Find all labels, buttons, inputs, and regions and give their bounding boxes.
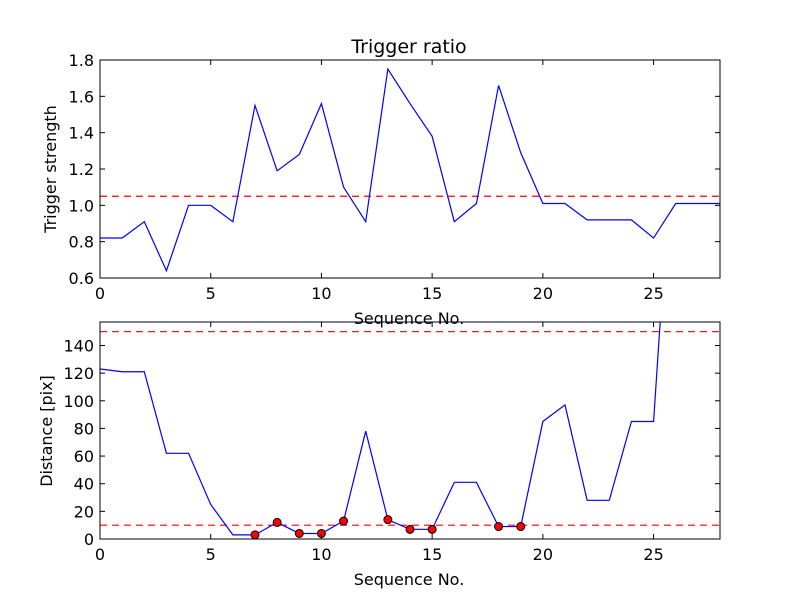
bottom-y-tick-label-7: 140 <box>63 336 94 355</box>
top-x-tick-label-3: 15 <box>422 284 442 303</box>
bottom-x-axis-label: Sequence No. <box>354 570 465 589</box>
top-x-tick-label-0: 0 <box>95 284 105 303</box>
bottom-marker-1 <box>272 517 282 527</box>
bottom-x-tick-label-4: 20 <box>533 545 553 564</box>
bottom-plot-area <box>99 321 721 540</box>
bottom-x-tick-label-0: 0 <box>95 545 105 564</box>
bottom-marker-8 <box>494 522 504 532</box>
top-y-tick-label-0: 0.6 <box>69 269 94 288</box>
top-x-tick-label-1: 5 <box>206 284 216 303</box>
bottom-x-tick-label-2: 10 <box>311 545 331 564</box>
bottom-y-tick-label-5: 100 <box>63 392 94 411</box>
bottom-marker-7 <box>427 524 437 534</box>
bottom-y-tick-label-2: 40 <box>74 475 94 494</box>
bottom-x-tick-label-5: 25 <box>643 545 663 564</box>
bottom-x-tick-label-3: 15 <box>422 545 442 564</box>
bottom-marker-4 <box>339 516 349 526</box>
bottom-y-tick-label-0: 0 <box>84 530 94 549</box>
bottom-x-ticks: 0 5 10 15 20 25 <box>95 322 664 564</box>
bottom-chart-panel: 0 5 10 15 20 25 0 20 40 60 80 100 120 140 Sequence N… <box>37 321 721 589</box>
bottom-marker-5 <box>383 515 393 525</box>
top-y-tick-label-4: 1.4 <box>69 124 94 143</box>
bottom-y-tick-label-6: 120 <box>63 364 94 383</box>
top-y-axis-label: Trigger strength <box>41 105 60 234</box>
bottom-marker-6 <box>405 524 415 534</box>
bottom-y-tick-label-3: 60 <box>74 447 94 466</box>
bottom-marker-9 <box>516 522 526 532</box>
top-x-tick-label-5: 25 <box>643 284 663 303</box>
top-chart-panel: Trigger ratio 0 5 10 15 20 25 0.6 0.8 1.0 1.2 1.4… <box>41 36 721 328</box>
top-y-tick-label-2: 1.0 <box>69 196 94 215</box>
top-y-tick-label-3: 1.2 <box>69 160 94 179</box>
bottom-y-tick-label-1: 20 <box>74 502 94 521</box>
bottom-marker-2 <box>294 528 304 538</box>
top-plot-content <box>100 67 720 273</box>
bottom-axes-frame <box>99 321 721 540</box>
bottom-x-tick-label-1: 5 <box>206 545 216 564</box>
top-chart-title: Trigger ratio <box>350 36 466 58</box>
top-x-axis-label: Sequence No. <box>354 309 465 328</box>
top-y-tick-label-6: 1.8 <box>69 51 94 70</box>
bottom-y-axis-label: Distance [pix] <box>37 375 56 487</box>
top-y-ticks: 0.6 0.8 1.0 1.2 1.4 1.6 1.8 <box>69 51 720 288</box>
top-x-ticks: 0 5 10 15 20 25 <box>95 60 664 303</box>
top-y-tick-label-5: 1.6 <box>69 87 94 106</box>
bottom-marker-0 <box>250 530 260 540</box>
top-x-tick-label-2: 10 <box>311 284 331 303</box>
bottom-y-ticks: 0 20 40 60 80 100 120 140 <box>63 336 720 549</box>
top-x-tick-label-4: 20 <box>533 284 553 303</box>
top-y-tick-label-1: 0.8 <box>69 233 94 252</box>
bottom-y-tick-label-4: 80 <box>74 419 94 438</box>
top-series-line-0 <box>100 67 720 273</box>
